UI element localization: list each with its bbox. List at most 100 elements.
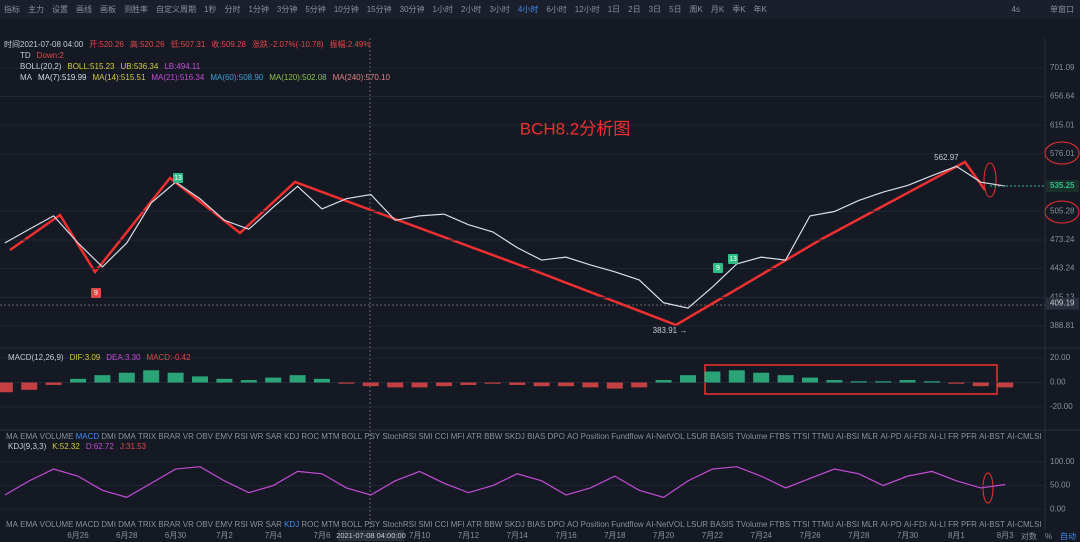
toolbar-item[interactable]: 画板 bbox=[100, 5, 116, 14]
indicator-tab[interactable]: OBV bbox=[196, 519, 213, 529]
indicator-tab[interactable]: BASIS bbox=[710, 431, 734, 441]
indicator-tab[interactable]: SKDJ bbox=[504, 519, 525, 529]
indicator-tab[interactable]: VOLUME bbox=[39, 519, 74, 529]
indicator-tab[interactable]: AI-BST bbox=[979, 431, 1005, 441]
indicator-tab[interactable]: StochRSI bbox=[382, 519, 417, 529]
toolbar-item[interactable]: 1日 bbox=[607, 5, 621, 14]
indicator-tab[interactable]: AI-CMLSI bbox=[1007, 519, 1042, 529]
indicator-tab[interactable]: RSI bbox=[234, 431, 248, 441]
indicator-tab[interactable]: WR bbox=[250, 519, 264, 529]
indicator-tab[interactable]: TTSI bbox=[792, 431, 810, 441]
toolbar-item[interactable]: 3日 bbox=[648, 5, 662, 14]
indicator-tab[interactable]: BRAR bbox=[158, 519, 181, 529]
toolbar-item[interactable]: 5分钟 bbox=[305, 5, 326, 14]
indicator-tab[interactable]: MFI bbox=[450, 431, 465, 441]
toolbar-item[interactable]: 10分钟 bbox=[333, 5, 359, 14]
toolbar-item[interactable]: 6小时 bbox=[546, 5, 567, 14]
indicator-tab[interactable]: MLR bbox=[861, 519, 879, 529]
indicator-tab[interactable]: TRIX bbox=[138, 519, 157, 529]
indicator-tab[interactable]: EMV bbox=[215, 519, 233, 529]
indicator-tab[interactable]: DMI bbox=[101, 519, 116, 529]
toolbar-item[interactable]: 1秒 bbox=[204, 5, 217, 14]
indicator-tab[interactable]: AI-LI bbox=[929, 431, 946, 441]
toolbar-item[interactable]: 测胜率 bbox=[124, 5, 148, 14]
toolbar-item[interactable]: 1小时 bbox=[432, 5, 453, 14]
indicator-tab[interactable]: BBW bbox=[484, 431, 503, 441]
indicator-tab[interactable]: FTBS bbox=[769, 431, 791, 441]
scale-button[interactable]: 自动 bbox=[1060, 532, 1076, 541]
indicator-tab[interactable]: TVolume bbox=[735, 431, 768, 441]
indicator-tab[interactable]: BIAS bbox=[527, 431, 546, 441]
indicator-tab[interactable]: FR bbox=[948, 519, 959, 529]
toolbar-item[interactable]: 季K bbox=[732, 5, 746, 14]
toolbar-item[interactable]: 2小时 bbox=[460, 5, 482, 14]
indicator-tab[interactable]: SMI bbox=[418, 431, 433, 441]
indicator-tab[interactable]: AO bbox=[566, 519, 579, 529]
indicator-tab[interactable]: SAR bbox=[265, 519, 282, 529]
indicator-tab[interactable]: BIAS bbox=[527, 519, 546, 529]
toolbar-item[interactable]: 单窗口 bbox=[1050, 5, 1074, 14]
indicator-tab[interactable]: VR bbox=[182, 431, 194, 441]
indicator-tab[interactable]: BBW bbox=[484, 519, 503, 529]
indicator-tab[interactable]: TTMU bbox=[811, 431, 834, 441]
indicator-tab[interactable]: DPO bbox=[547, 431, 565, 441]
indicator-tab[interactable]: SAR bbox=[265, 431, 282, 441]
indicator-tab[interactable]: MA bbox=[6, 431, 18, 441]
indicator-tab[interactable]: DMI bbox=[101, 431, 116, 441]
indicator-tab[interactable]: MTM bbox=[321, 431, 340, 441]
indicator-tab[interactable]: LSUR bbox=[686, 431, 709, 441]
indicator-tab[interactable]: EMV bbox=[215, 431, 233, 441]
indicator-tab[interactable]: PFR bbox=[960, 519, 977, 529]
toolbar-item[interactable]: 设置 bbox=[52, 5, 68, 14]
toolbar-item[interactable]: 1分钟 bbox=[248, 5, 269, 14]
indicator-tab[interactable]: VR bbox=[182, 519, 194, 529]
toolbar-item[interactable]: 5日 bbox=[669, 5, 682, 14]
indicator-tab[interactable]: KDJ bbox=[284, 431, 300, 441]
indicator-tab[interactable]: BOLL bbox=[341, 519, 363, 529]
indicator-tab[interactable]: TTMU bbox=[811, 519, 834, 529]
indicator-tab[interactable]: FR bbox=[948, 431, 959, 441]
indicator-tab[interactable]: AI-PD bbox=[880, 431, 902, 441]
toolbar-item[interactable]: 4s bbox=[1011, 5, 1020, 14]
indicator-tab[interactable]: AI-NetVOL bbox=[645, 431, 685, 441]
toolbar-item[interactable]: 年K bbox=[753, 5, 767, 14]
indicator-tab[interactable]: ATR bbox=[466, 519, 482, 529]
toolbar-item[interactable]: 月K bbox=[710, 5, 725, 14]
toolbar-item[interactable]: 周K bbox=[689, 5, 703, 14]
indicator-tab[interactable]: MACD bbox=[75, 431, 100, 441]
toolbar-item[interactable]: 分时 bbox=[224, 5, 241, 14]
toolbar-item[interactable]: 12小时 bbox=[574, 5, 600, 14]
indicator-tab[interactable]: BRAR bbox=[158, 431, 181, 441]
indicator-tab[interactable]: TTSI bbox=[792, 519, 810, 529]
indicator-tab[interactable]: DPO bbox=[547, 519, 565, 529]
indicator-tab[interactable]: Fundflow bbox=[611, 519, 644, 529]
indicator-tab[interactable]: EMA bbox=[20, 431, 38, 441]
indicator-tab[interactable]: Fundflow bbox=[611, 431, 644, 441]
indicator-tab[interactable]: FTBS bbox=[769, 519, 791, 529]
indicator-tab[interactable]: PSY bbox=[364, 519, 381, 529]
indicator-tab[interactable]: BASIS bbox=[710, 519, 734, 529]
toolbar-item[interactable]: 画线 bbox=[76, 5, 92, 14]
indicator-tab[interactable]: EMA bbox=[20, 519, 38, 529]
indicator-tab[interactable]: SMI bbox=[418, 519, 433, 529]
toolbar-item[interactable]: 主力 bbox=[28, 5, 44, 14]
indicator-tab[interactable]: AI-BSI bbox=[836, 431, 860, 441]
indicator-tab[interactable]: SKDJ bbox=[504, 431, 525, 441]
indicator-tab[interactable]: MFI bbox=[450, 519, 465, 529]
indicator-tab[interactable]: VOLUME bbox=[39, 431, 74, 441]
indicator-tab[interactable]: LSUR bbox=[686, 519, 709, 529]
indicator-tab[interactable]: AI-PD bbox=[880, 519, 902, 529]
indicator-tab[interactable]: MTM bbox=[321, 519, 340, 529]
indicator-tab[interactable]: CCI bbox=[434, 431, 449, 441]
indicator-tab[interactable]: AI-FDI bbox=[903, 519, 927, 529]
indicator-tab[interactable]: TRIX bbox=[138, 431, 157, 441]
indicator-tab[interactable]: MLR bbox=[861, 431, 879, 441]
indicator-tab[interactable]: AI-BSI bbox=[836, 519, 860, 529]
indicator-tab[interactable]: AI-NetVOL bbox=[645, 519, 685, 529]
indicator-tab[interactable]: ROC bbox=[301, 519, 320, 529]
toolbar-item[interactable]: 指标 bbox=[4, 5, 20, 14]
toolbar-item[interactable]: 15分钟 bbox=[366, 5, 392, 14]
indicator-tab[interactable]: AI-CMLSI bbox=[1007, 431, 1042, 441]
indicator-tab[interactable]: PSY bbox=[364, 431, 381, 441]
indicator-tab[interactable]: WR bbox=[250, 431, 264, 441]
